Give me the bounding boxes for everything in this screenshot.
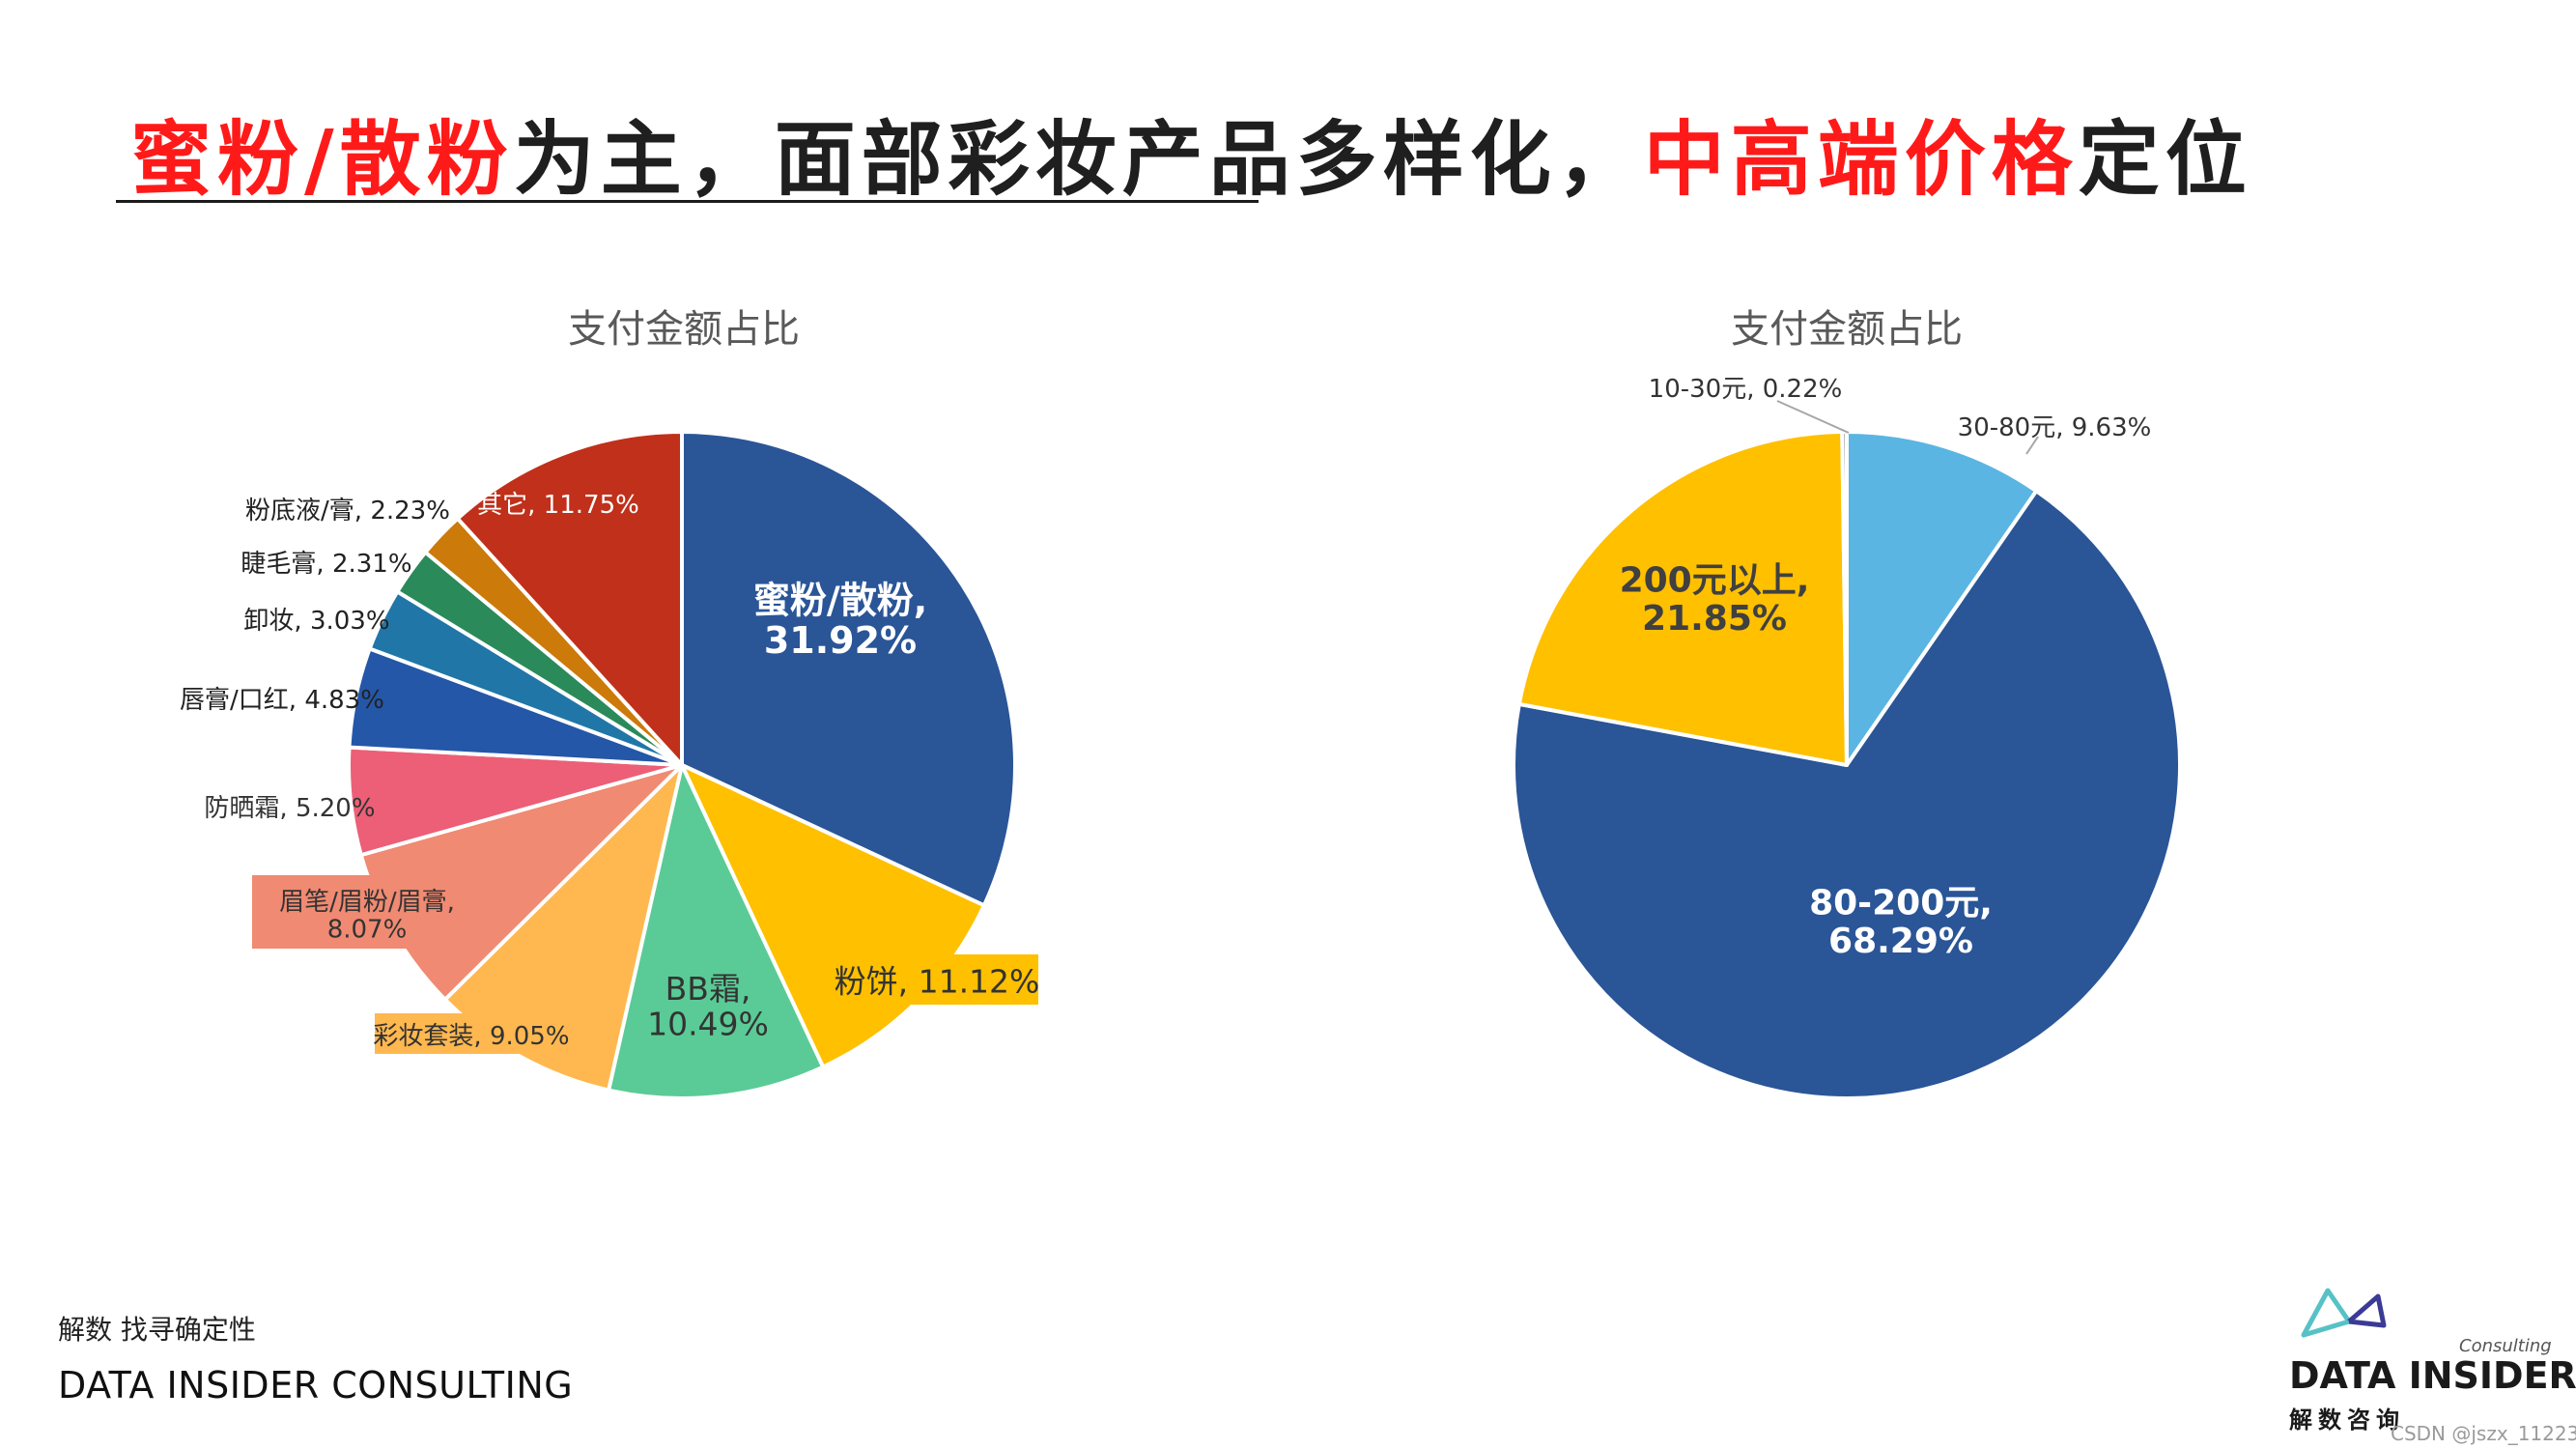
title-underline [116,200,1259,203]
pie1-label-bg-4 [252,875,482,949]
pie1-label-9: 粉底液/膏, 2.23% [245,497,450,526]
pie2-leader-3 [1776,400,1850,434]
pie2-label-1: 80-200元, 68.29% [1809,884,1993,962]
pie1-label-7: 卸妆, 3.03% [243,607,389,636]
footer-slogan: 解数 找寻确定性 [58,1314,256,1346]
page-title: 蜜粉/散粉为主，面部彩妆产品多样化，中高端价格定位 [130,106,2252,213]
pie1-label-bg-3 [375,1013,568,1054]
chart-title-price: 支付金额占比 [1731,307,1963,352]
pie1-label-8: 睫毛膏, 2.31% [241,550,411,579]
pie2-label-2: 200元以上, 21.85% [1620,561,1810,639]
chart-title-category: 支付金额占比 [568,307,800,352]
pie1-slice-2 [607,763,826,1100]
pie1-slice-0 [680,430,1017,908]
pie1-label-6: 唇膏/口红, 4.83% [180,686,384,715]
pie2-leader-0 [2025,436,2039,455]
pie1-slice-3 [442,763,684,1093]
pie1-label-3: 彩妆套装, 9.05% [373,1022,569,1051]
logo-mark-icon [2301,1288,2387,1338]
pie1-label-5: 防晒霜, 5.20% [204,794,375,823]
watermark: CSDN @jszx_112233 [2391,1422,2576,1445]
pie2-label-3: 10-30元, 0.22% [1649,375,1843,404]
pie1-label-bg-1 [835,954,1038,1005]
footer-company: DATA INSIDER CONSULTING [58,1364,574,1406]
pie2-slice-2 [1516,430,1849,767]
pie1-slice-10 [455,430,684,767]
pie2-label-0: 30-80元, 9.63% [1958,413,2152,442]
pie1-label-1: 粉饼, 11.12% [835,963,1040,1001]
title-highlight-price: 中高端价格 [1643,112,2079,207]
pie2-slice-1 [1512,489,2182,1100]
pie1-label-0: 蜜粉/散粉, 31.92% [753,579,927,662]
logo-brand-text: DATA INSIDER [2289,1354,2576,1397]
logo-brand-cn-text: 解数咨询 [2289,1406,2405,1434]
pie1-label-4: 眉笔/眉粉/眉膏, 8.07% [279,888,455,945]
logo-consulting-text: Consulting [2459,1336,2552,1356]
title-highlight-powder: 蜜粉/散粉 [130,112,514,207]
pie1-label-2: BB霜, 10.49% [647,970,769,1042]
title-text-end: 定位 [2078,112,2252,207]
title-text-main: 为主，面部彩妆产品多样化， [513,112,1644,207]
company-logo: Consulting DATA INSIDER 解数咨询 [2279,1285,2576,1434]
pie2-slice-0 [1845,430,2039,767]
pie1-label-10: 其它, 11.75% [477,491,639,520]
